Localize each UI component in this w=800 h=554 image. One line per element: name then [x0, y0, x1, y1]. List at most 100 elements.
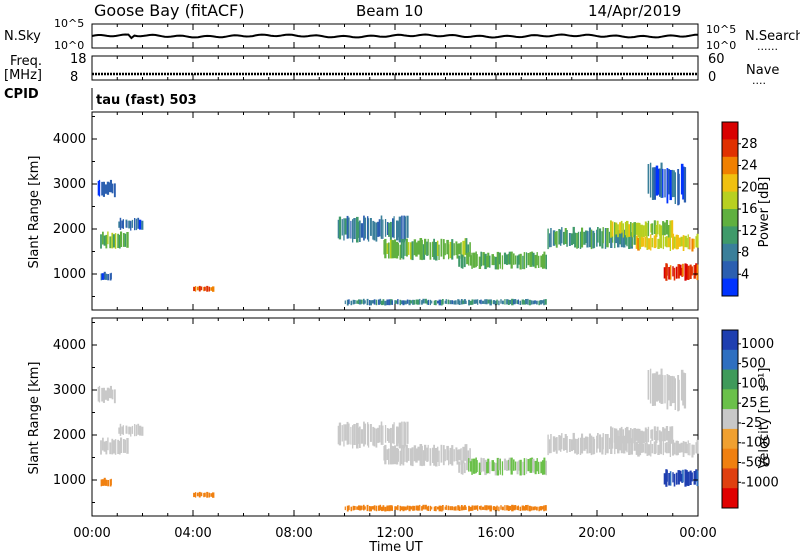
power-cell [348, 299, 350, 305]
velocity-cell [499, 458, 501, 475]
velocity-cell [341, 425, 343, 442]
power-cell [644, 221, 647, 236]
power-panel-frame [91, 111, 699, 311]
velocity-cell [427, 444, 429, 461]
velocity-cell [449, 506, 452, 511]
velocity-cell [606, 434, 609, 454]
velocity-cell [619, 428, 622, 440]
velocity-cell [457, 505, 460, 511]
power-cell [619, 222, 622, 234]
power-cell [637, 222, 640, 238]
power-cell [596, 229, 598, 247]
power-cell [348, 217, 350, 239]
power-cell [105, 273, 108, 280]
velocity-cell [469, 506, 472, 511]
velocity-cell [422, 504, 425, 510]
power-cell [403, 215, 406, 243]
power-cell [677, 264, 680, 279]
velocity-cell [109, 385, 112, 399]
velocity-cell [659, 374, 662, 403]
velocity-cell [496, 505, 498, 511]
velocity-cell [554, 437, 557, 451]
power-cell [415, 299, 418, 305]
power-y-tick-label: 1000 [53, 267, 86, 282]
power-cell [480, 251, 482, 267]
power-cell [131, 219, 134, 228]
power-cell [514, 255, 517, 265]
power-cell [493, 256, 495, 266]
velocity-cell [669, 376, 672, 407]
velocity-cell [196, 492, 199, 497]
power-cell [568, 233, 571, 246]
power-cell [663, 267, 666, 279]
power-cell [608, 231, 611, 244]
power-cell [506, 254, 508, 265]
power-cell [650, 234, 652, 251]
power-cell [102, 231, 104, 245]
power-cell [460, 242, 462, 259]
velocity-cell [665, 469, 668, 487]
velocity-cell [410, 448, 412, 466]
velocity-colorbar-segment [722, 409, 738, 430]
power-cell [677, 169, 680, 206]
velocity-cell [124, 439, 127, 453]
velocity-cell [501, 461, 504, 476]
velocity-cell [628, 432, 631, 455]
velocity-cell [400, 506, 403, 511]
velocity-cell [134, 424, 136, 437]
velocity-cell [671, 375, 674, 404]
power-cell [406, 299, 409, 304]
power-cell [469, 255, 472, 266]
velocity-cell [484, 505, 486, 511]
velocity-cell [453, 449, 455, 462]
power-cell [393, 216, 395, 239]
velocity-cell [455, 447, 458, 462]
power-cell [516, 255, 519, 269]
velocity-cell [427, 505, 430, 511]
velocity-cell [356, 506, 359, 510]
power-cell [484, 299, 486, 305]
power-cell [691, 238, 694, 252]
velocity-cell [635, 441, 639, 455]
power-cell [426, 241, 429, 256]
power-cell [103, 271, 106, 280]
power-cell [649, 162, 652, 198]
velocity-cell [375, 505, 378, 512]
power-cell [380, 300, 384, 306]
velocity-cell [678, 443, 681, 453]
velocity-cell [447, 505, 450, 511]
velocity-cell [444, 449, 446, 462]
velocity-cell [666, 470, 668, 482]
power-cell [522, 255, 524, 270]
velocity-cell [485, 505, 488, 511]
power-cell [137, 217, 140, 229]
velocity-cell [348, 505, 350, 511]
velocity-cell [601, 437, 604, 455]
velocity-cell [574, 438, 577, 454]
power-colorbar-tick-label: 4 [741, 267, 749, 282]
power-cell [404, 216, 406, 241]
power-y-tick-label: 3000 [53, 177, 86, 192]
x-tick-label: 04:00 [174, 526, 211, 541]
velocity-cell [204, 492, 206, 497]
velocity-cell [684, 469, 687, 487]
power-cell [610, 220, 612, 238]
velocity-cell [655, 431, 658, 444]
power-cell [399, 299, 402, 306]
power-cell [465, 238, 468, 256]
date-title: 14/Apr/2019 [588, 2, 681, 20]
power-cell [539, 300, 543, 305]
velocity-cell [206, 491, 209, 498]
velocity-cell [673, 376, 675, 403]
velocity-cell [468, 505, 470, 512]
velocity-cell [662, 374, 664, 404]
power-cell [514, 299, 517, 304]
freq-label: Freq. [10, 54, 42, 69]
velocity-cell [352, 505, 355, 511]
power-cell [579, 231, 582, 249]
velocity-cell [695, 442, 698, 454]
velocity-cell [103, 477, 106, 486]
power-cell [630, 222, 632, 236]
power-cell [384, 238, 387, 259]
velocity-cell [429, 505, 431, 512]
